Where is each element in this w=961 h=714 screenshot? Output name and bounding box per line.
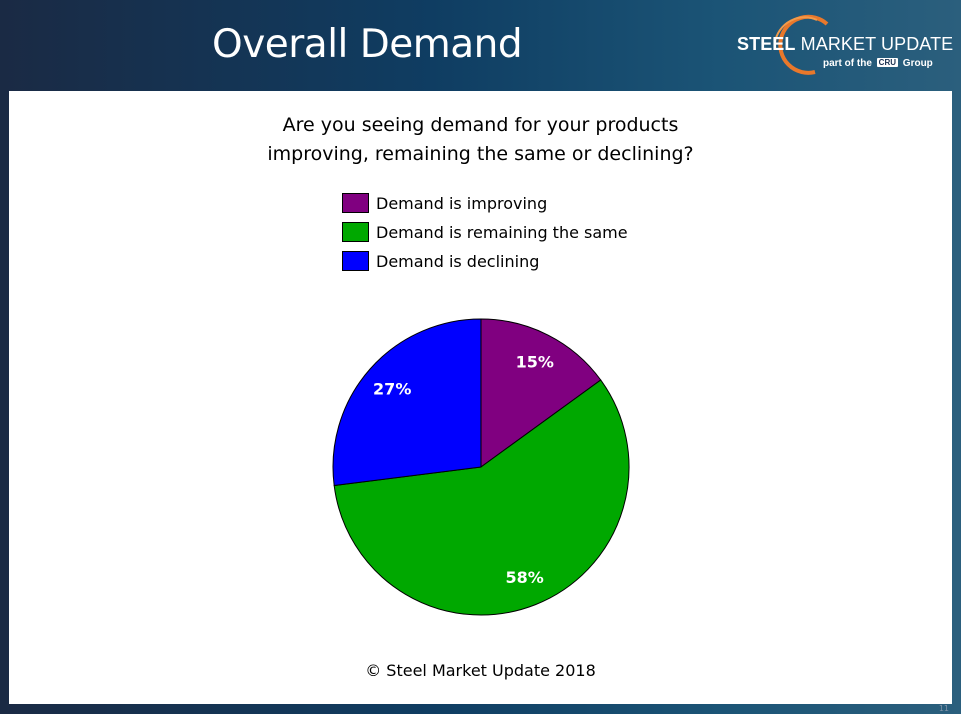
chart-title-line-2: improving, remaining the same or declini… [267, 143, 694, 165]
legend-swatch-declining [342, 251, 369, 271]
legend-label-same: Demand is remaining the same [376, 223, 628, 242]
pie-slice-improving [480, 318, 602, 468]
chart-title-line-1: Are you seeing demand for your products [282, 114, 679, 136]
pie-label-same: 58% [505, 568, 543, 587]
legend-swatch-improving [342, 193, 369, 213]
logo-wordmark: STEEL MARKET UPDATE [737, 34, 954, 54]
pie-label-declining: 27% [373, 380, 411, 399]
pie-label-improving: 15% [516, 353, 554, 372]
logo-tagline: part of the CRU Group [823, 58, 933, 69]
pie-slice-declining [332, 318, 482, 487]
pie-chart: 15% 58% 27% [332, 318, 630, 616]
copyright-footer: © Steel Market Update 2018 [365, 661, 596, 680]
steel-market-update-logo: STEEL MARKET UPDATE part of the CRU Grou… [737, 14, 957, 75]
pie-slice-same [333, 379, 630, 616]
legend-label-declining: Demand is declining [376, 252, 540, 271]
slide-title: Overall Demand [212, 22, 523, 67]
legend-swatch-same [342, 222, 369, 242]
legend-label-improving: Demand is improving [376, 194, 548, 213]
chart-title: Are you seeing demand for your products … [9, 111, 952, 169]
cru-badge: CRU [876, 58, 899, 67]
page-number: 11 [938, 704, 949, 713]
slide-content: Are you seeing demand for your products … [9, 91, 952, 704]
logo-arc-icon [774, 14, 829, 75]
slide-header: Overall Demand STEEL MARKET UPDATE part … [0, 0, 961, 91]
